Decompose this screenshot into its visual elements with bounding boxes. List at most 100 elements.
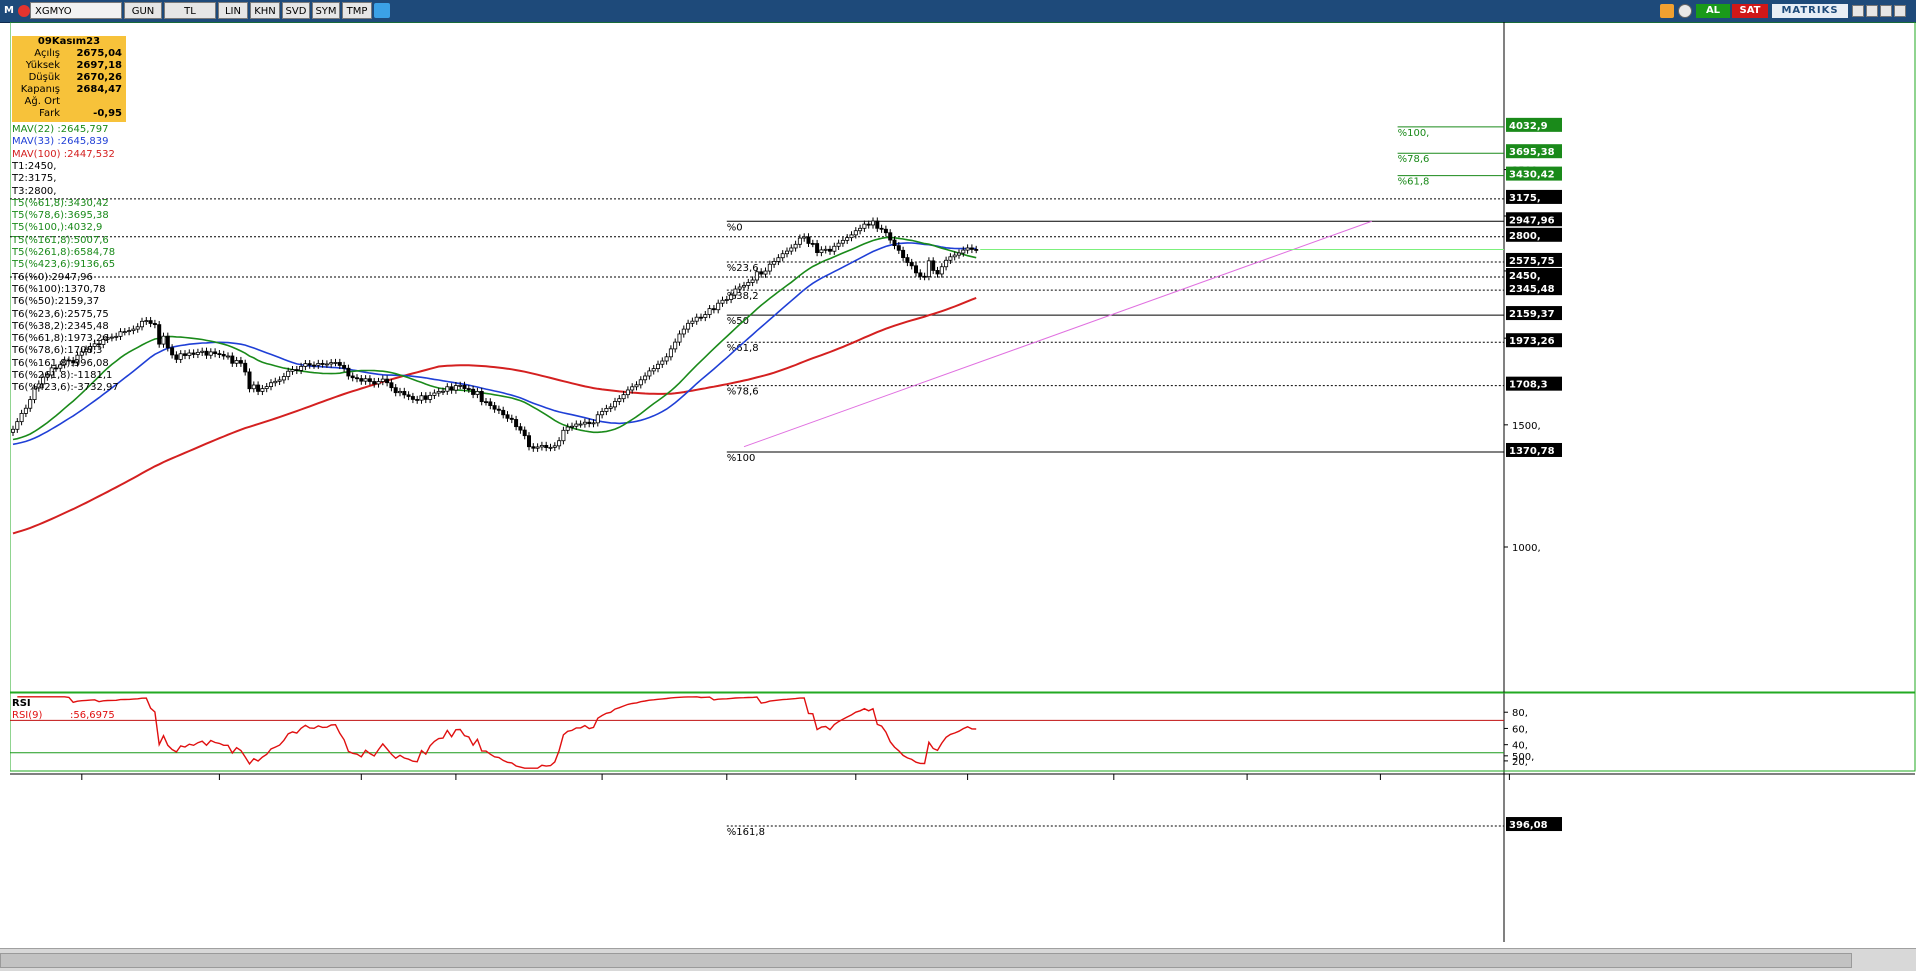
info-label: Fark	[39, 108, 60, 119]
candle-body	[247, 371, 252, 390]
candle-body	[686, 322, 691, 330]
maximize-icon[interactable]	[1880, 5, 1892, 17]
fib-t6-label: %50	[727, 316, 749, 327]
candle-body	[780, 253, 785, 259]
fib-t5-label: %100,	[1398, 128, 1430, 139]
candle-body	[866, 223, 871, 226]
candle-body	[815, 243, 820, 253]
symbol-box[interactable]: XGMYO	[30, 2, 122, 19]
candle-body	[466, 388, 471, 390]
scale-button-lin[interactable]: LIN	[218, 2, 248, 19]
candle-body	[888, 232, 893, 241]
period-button-gun[interactable]: GUN	[124, 2, 162, 19]
candle-body	[823, 248, 828, 251]
candle-body	[84, 348, 89, 353]
al-button[interactable]: AL	[1696, 4, 1730, 18]
candle-body	[45, 374, 50, 378]
candle-body	[785, 250, 790, 255]
info-label: Açılış	[34, 48, 60, 59]
candle-body	[49, 367, 54, 376]
currency-button-tl[interactable]: TL	[164, 2, 216, 19]
candle-body	[595, 414, 600, 424]
moving-average-line-33	[12, 242, 977, 446]
button-khn[interactable]: KHN	[250, 2, 280, 19]
candle-body	[754, 271, 759, 281]
candle-body	[488, 401, 493, 406]
candle-body	[630, 386, 635, 391]
price-chart[interactable]: 500,1000,1500,2000,2500,3000,3500,%0%23,…	[10, 22, 1916, 942]
fib-t6-label: %78,6	[727, 387, 759, 398]
candle-body	[853, 230, 858, 236]
indicator-legend-item: T6(%0):2947,96	[12, 271, 93, 283]
candle-body	[922, 275, 927, 278]
candle-body	[707, 308, 712, 315]
candle-body	[810, 243, 815, 245]
candle-body	[449, 386, 454, 391]
cycle-icon[interactable]	[1678, 4, 1692, 18]
candle-body	[883, 228, 888, 234]
candle-body	[221, 354, 226, 357]
info-value: -0,95	[93, 108, 122, 119]
menu-button[interactable]: M	[2, 2, 16, 19]
indicator-legend-item: T2:3175,	[12, 173, 57, 185]
candle-body	[462, 384, 467, 389]
price-label: 1973,26	[1509, 336, 1555, 347]
indicator-legend-item: T5(%161,8):5007,6	[12, 234, 109, 246]
button-svd[interactable]: SVD	[282, 2, 310, 19]
candle-body	[604, 408, 609, 412]
candle-body	[389, 382, 394, 389]
close-icon[interactable]	[1894, 5, 1906, 17]
candle-body	[174, 354, 179, 360]
button-sym[interactable]: SYM	[312, 2, 340, 19]
twitter-icon[interactable]	[374, 3, 390, 18]
candle-body	[527, 435, 532, 448]
scrollbar-thumb[interactable]	[0, 953, 1852, 968]
button-tmp[interactable]: TMP	[342, 2, 372, 19]
fib-t6-label: %38,2	[727, 291, 759, 302]
rsi-value: :56,6975	[70, 710, 115, 721]
candle-body	[290, 369, 295, 372]
candle-body	[828, 248, 833, 252]
candle-body	[350, 375, 355, 379]
price-label: 3695,38	[1509, 147, 1555, 158]
candle-body	[71, 360, 76, 364]
indicator-legend-item: T6(%161,8):396,08	[12, 357, 109, 369]
candle-body	[204, 350, 209, 356]
candle-body	[557, 440, 562, 447]
candle-body	[767, 263, 772, 272]
info-label: Yüksek	[25, 60, 60, 71]
candle-body	[840, 239, 845, 244]
candle-body	[518, 426, 523, 431]
indicator-legend-item: MAV(22) :2645,797	[12, 124, 109, 135]
fib-t5-label: %61,8	[1398, 177, 1430, 188]
candles-group	[10, 217, 979, 452]
horizontal-scrollbar[interactable]	[0, 948, 1916, 971]
minimize-icon[interactable]	[1852, 5, 1864, 17]
price-label-box	[1506, 306, 1562, 321]
candle-body	[733, 288, 738, 296]
candle-body	[862, 223, 867, 229]
restore-icon[interactable]	[1866, 5, 1878, 17]
candle-body	[574, 423, 579, 427]
candle-body	[170, 347, 175, 356]
candle-body	[66, 359, 71, 362]
refresh-icon[interactable]	[1660, 4, 1674, 18]
candle-body	[58, 364, 63, 369]
candle-body	[380, 378, 385, 382]
indicator-legend-item: T6(%100):1370,78	[12, 283, 106, 295]
candle-body	[238, 360, 243, 364]
symbol-icon	[18, 5, 30, 17]
chart-area[interactable]: 500,1000,1500,2000,2500,3000,3500,%0%23,…	[10, 22, 1916, 942]
candle-body	[165, 335, 170, 349]
candle-body	[230, 355, 235, 364]
rsi-tick-label: 60,	[1512, 724, 1528, 735]
candle-body	[152, 323, 157, 326]
candle-body	[483, 401, 488, 404]
price-label: 2947,96	[1509, 215, 1555, 226]
price-label: 2159,37	[1509, 309, 1555, 320]
candle-body	[28, 399, 33, 409]
sat-button[interactable]: SAT	[1732, 4, 1768, 18]
candle-body	[492, 405, 497, 410]
candle-body	[974, 249, 979, 251]
candle-body	[200, 350, 205, 353]
